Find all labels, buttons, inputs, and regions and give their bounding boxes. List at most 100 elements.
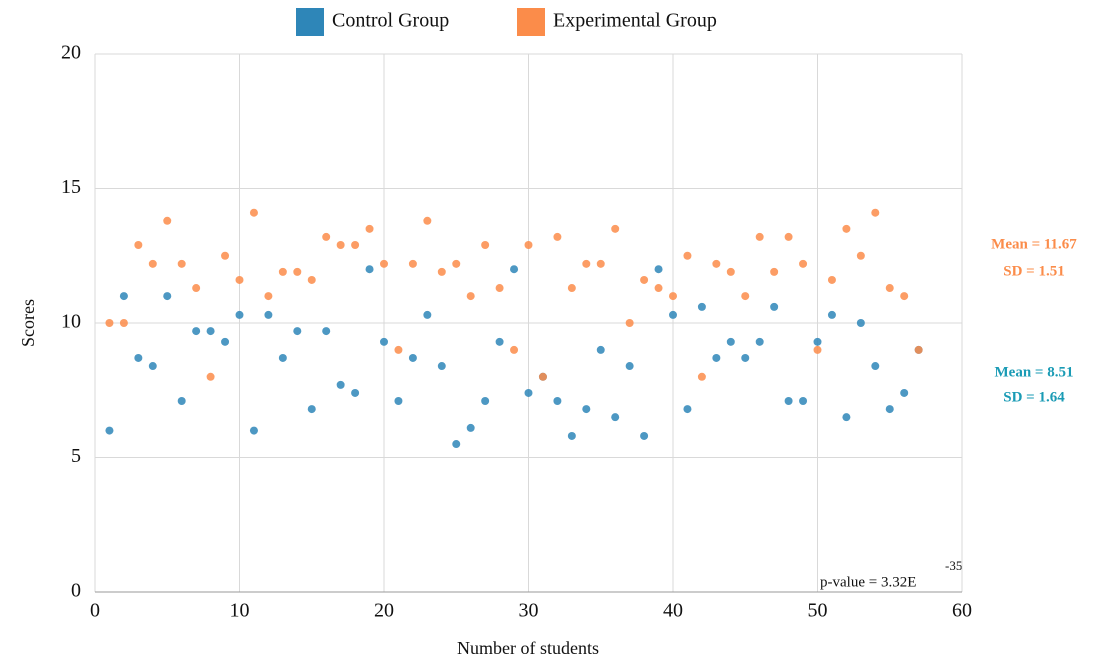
point	[206, 372, 215, 381]
legend-swatch	[296, 8, 324, 36]
point	[293, 267, 302, 276]
annotation: SD = 1.64	[1003, 389, 1065, 405]
x-tick-label: 0	[90, 600, 100, 622]
point	[582, 405, 591, 414]
y-tick-label: 5	[71, 445, 81, 467]
point	[206, 327, 215, 336]
point	[813, 345, 822, 354]
point	[871, 362, 880, 371]
annotation: Mean = 11.67	[991, 236, 1077, 252]
y-tick-label: 15	[61, 176, 81, 198]
point	[784, 397, 793, 406]
point	[799, 397, 808, 406]
point	[322, 327, 331, 336]
point	[408, 259, 417, 268]
x-tick-label: 30	[519, 600, 539, 622]
point	[466, 423, 475, 432]
point	[784, 232, 793, 241]
point	[697, 302, 706, 311]
point	[538, 372, 547, 381]
point	[293, 327, 302, 336]
point	[885, 284, 894, 293]
point	[264, 292, 273, 301]
point	[105, 426, 114, 435]
point	[654, 284, 663, 293]
point	[221, 251, 230, 260]
point	[278, 353, 287, 362]
point	[336, 380, 345, 389]
point	[553, 232, 562, 241]
point	[105, 319, 114, 327]
y-tick-label: 10	[61, 311, 81, 333]
point	[582, 259, 591, 268]
point	[495, 284, 504, 293]
point	[900, 388, 909, 397]
point	[842, 224, 851, 233]
legend-label: Experimental Group	[553, 10, 717, 32]
point	[177, 259, 186, 268]
point	[625, 362, 634, 371]
point	[770, 302, 779, 311]
point	[249, 426, 258, 435]
point	[452, 440, 461, 449]
point	[741, 353, 750, 362]
point	[264, 310, 273, 319]
point	[249, 208, 258, 217]
point	[163, 292, 172, 301]
point	[510, 265, 519, 274]
point	[148, 362, 157, 371]
point	[842, 413, 851, 422]
point	[119, 319, 128, 327]
point	[640, 275, 649, 284]
point	[755, 337, 764, 346]
point	[192, 327, 201, 336]
annotation: SD = 1.51	[1003, 263, 1064, 279]
point	[351, 388, 360, 397]
y-tick-label: 0	[71, 580, 81, 602]
point	[336, 240, 345, 249]
point	[770, 267, 779, 276]
point	[856, 251, 865, 260]
point	[423, 216, 432, 225]
point	[813, 337, 822, 346]
point	[510, 345, 519, 354]
point	[900, 292, 909, 301]
p-value-exponent: -35	[945, 558, 962, 573]
point	[611, 224, 620, 233]
point	[307, 405, 316, 414]
point	[452, 259, 461, 268]
point	[524, 388, 533, 397]
point	[423, 310, 432, 319]
point	[437, 362, 446, 371]
point	[481, 397, 490, 406]
point	[322, 232, 331, 241]
point	[611, 413, 620, 422]
point	[914, 345, 923, 354]
point	[235, 310, 244, 319]
x-tick-label: 60	[952, 600, 972, 622]
point	[119, 292, 128, 301]
point	[726, 267, 735, 276]
point	[726, 337, 735, 346]
point	[755, 232, 764, 241]
point	[625, 319, 634, 327]
point	[278, 267, 287, 276]
x-axis-label: Number of students	[457, 638, 599, 658]
point	[365, 265, 374, 274]
point	[856, 319, 865, 327]
y-tick-label: 20	[61, 42, 81, 64]
point	[640, 431, 649, 440]
point	[134, 240, 143, 249]
point	[380, 337, 388, 346]
point	[466, 292, 475, 301]
point	[885, 405, 894, 414]
point	[596, 345, 605, 354]
point	[553, 397, 562, 406]
x-tick-label: 40	[663, 600, 683, 622]
point	[408, 353, 417, 362]
point	[524, 240, 533, 249]
point	[481, 240, 490, 249]
point	[221, 337, 230, 346]
point	[683, 405, 692, 414]
